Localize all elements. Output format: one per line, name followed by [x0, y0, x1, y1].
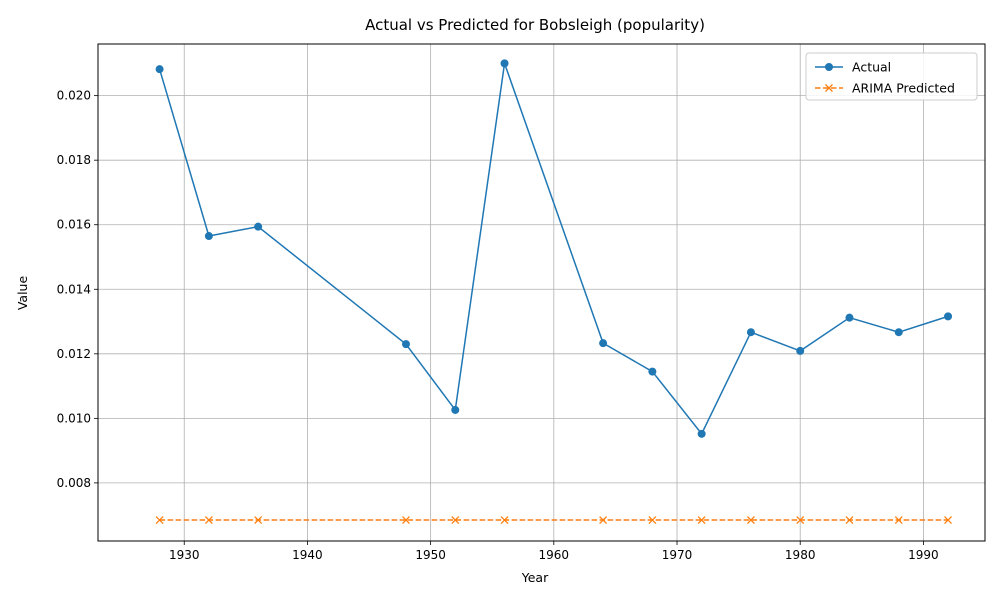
- data-point: [746, 516, 755, 524]
- x-tick-label: 1970: [662, 548, 693, 562]
- series-line-0: [158, 63, 949, 436]
- y-tick-label: 0.014: [57, 282, 91, 296]
- data-point: [697, 429, 706, 438]
- legend-label: Actual: [852, 60, 891, 75]
- data-point: [402, 516, 410, 524]
- y-tick-label: 0.020: [57, 89, 91, 103]
- y-tick-label: 0.018: [57, 153, 91, 167]
- data-point: [845, 516, 854, 524]
- y-tick-label: 0.016: [57, 218, 91, 232]
- x-tick-label: 1990: [908, 548, 939, 562]
- legend: Actual ARIMA Predicted: [805, 52, 978, 101]
- data-point: [894, 328, 903, 337]
- ticks: 1930 1940 1950 1960 1970 1980 1990 0.008 0.010 0.…: [57, 89, 939, 562]
- x-tick-label: 1960: [539, 548, 570, 562]
- data-point: [746, 328, 755, 337]
- plot-frame: [97, 43, 986, 542]
- data-point: [401, 340, 410, 349]
- legend-marker: [825, 63, 833, 71]
- data-point: [697, 516, 706, 524]
- data-point: [894, 516, 903, 524]
- data-point: [155, 516, 164, 524]
- data-point: [155, 65, 164, 74]
- x-tick-label: 1930: [169, 548, 200, 562]
- legend-label: ARIMA Predicted: [852, 81, 955, 96]
- data-point: [451, 405, 460, 414]
- data-point: [254, 516, 263, 524]
- x-tick-label: 1980: [785, 548, 816, 562]
- data-point: [796, 516, 805, 524]
- x-axis-label: Year: [521, 570, 549, 585]
- chart-title: Actual vs Predicted for Bobsleigh (popul…: [365, 16, 705, 34]
- data-point: [599, 339, 608, 348]
- y-tick-label: 0.010: [57, 411, 91, 425]
- y-tick-label: 0.008: [57, 476, 91, 490]
- data-point: [599, 516, 608, 524]
- data-point: [944, 516, 953, 524]
- data-point: [254, 222, 263, 231]
- x-tick-label: 1950: [415, 548, 446, 562]
- y-tick-label: 0.012: [57, 347, 91, 361]
- data-point: [648, 367, 657, 376]
- data-point: [845, 313, 854, 322]
- legend-box: [805, 52, 978, 101]
- data-point: [796, 346, 805, 355]
- y-axis-label: Value: [15, 276, 30, 311]
- legend-marker: [825, 84, 833, 92]
- data-point: [204, 516, 213, 524]
- data-point: [500, 516, 509, 524]
- data-point: [204, 232, 213, 241]
- data-point: [500, 59, 509, 68]
- data-point: [944, 312, 953, 321]
- x-tick-label: 1940: [292, 548, 323, 562]
- data-point: [451, 516, 460, 524]
- series-layer: [155, 59, 953, 524]
- data-point: [648, 516, 657, 524]
- grid: [98, 44, 985, 541]
